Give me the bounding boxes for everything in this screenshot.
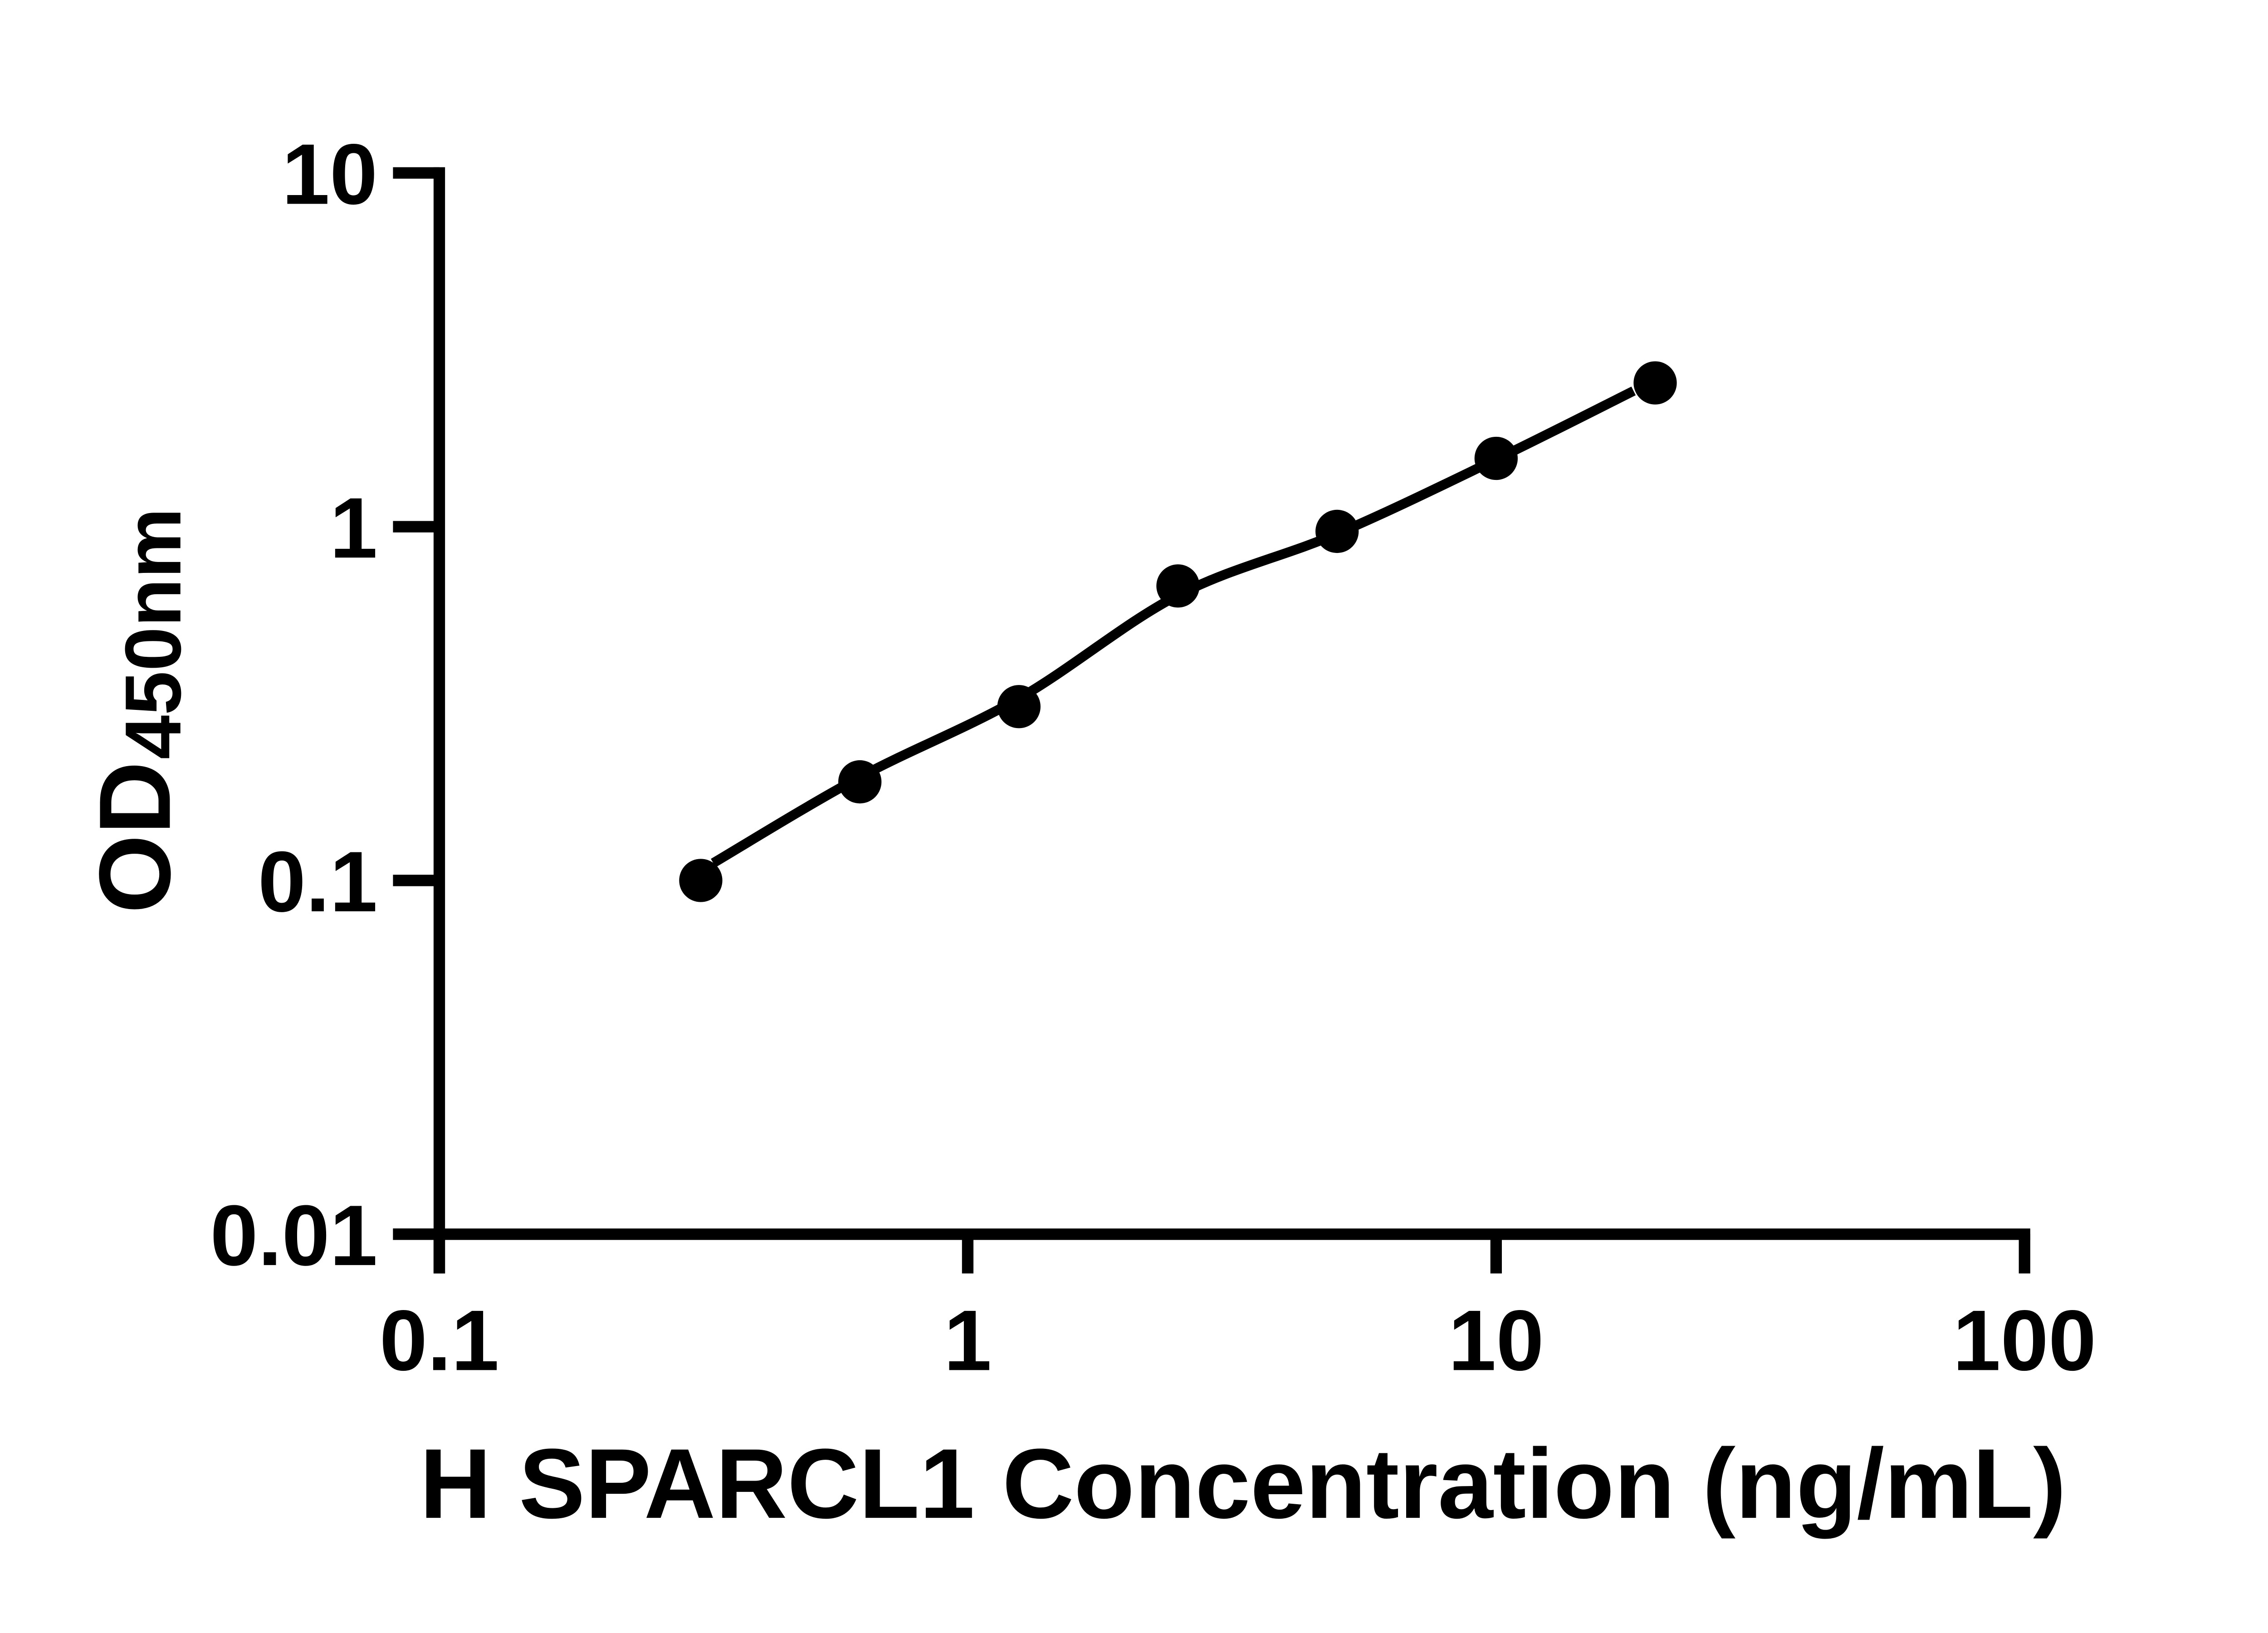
data-series	[679, 361, 1677, 902]
y-axis-ticks	[393, 167, 440, 1240]
x-tick-label: 10	[1448, 1292, 1544, 1389]
x-tick-label: 0.1	[380, 1292, 499, 1389]
x-axis-ticks	[433, 1234, 2030, 1274]
x-axis-title: H SPARCL1 Concentration (ng/mL)	[420, 1428, 2066, 1539]
data-point	[1474, 436, 1518, 480]
y-tick-label: 0.1	[258, 834, 378, 930]
data-point	[1633, 361, 1677, 405]
y-axis-title-main: OD	[78, 761, 191, 913]
y-tick-label: 10	[282, 126, 377, 222]
axes	[393, 167, 2030, 1274]
y-axis-title-subscript: 450nm	[109, 508, 198, 759]
data-point	[838, 760, 882, 804]
y-tick-label: 0.01	[210, 1188, 377, 1284]
data-point	[679, 859, 723, 902]
data-point	[1315, 509, 1359, 553]
data-point	[997, 685, 1041, 728]
y-axis-title: OD 450nm	[78, 508, 197, 913]
x-tick-label: 1	[944, 1292, 992, 1389]
x-axis-tick-labels: 0.1 1 10 100	[380, 1292, 2097, 1389]
y-tick-label: 1	[330, 480, 377, 576]
data-point	[1156, 564, 1200, 608]
data-points	[679, 361, 1677, 902]
x-tick-label: 100	[1953, 1292, 2096, 1389]
y-axis-tick-labels: 10 1 0.1 0.01	[210, 126, 377, 1284]
